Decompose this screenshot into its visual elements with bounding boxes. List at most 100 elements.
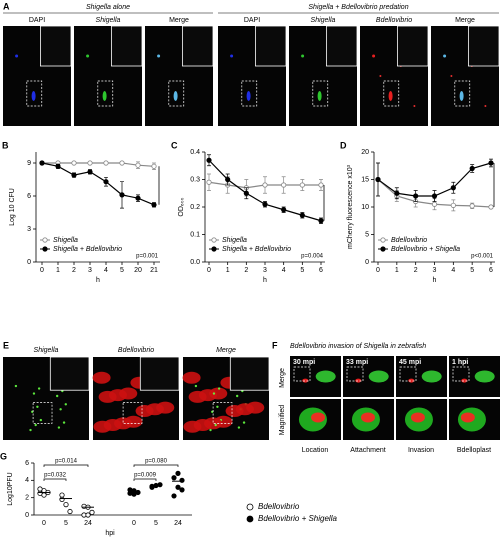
cell <box>368 370 389 383</box>
legend-marker <box>42 246 48 252</box>
panel-label: B <box>2 140 9 150</box>
legend-label: Bdellovibrio <box>258 502 300 511</box>
point <box>151 202 157 208</box>
cell <box>360 412 375 423</box>
sig-bracket <box>43 464 89 467</box>
cell <box>135 404 154 417</box>
point <box>206 179 212 185</box>
x-tick-label: 5 <box>154 520 158 527</box>
cell <box>474 370 495 383</box>
x-axis-label: h <box>96 277 100 284</box>
channel-label: Bdellovibrio <box>118 347 154 354</box>
channel-label: Merge <box>455 17 475 24</box>
cell <box>301 54 305 58</box>
x-axis-label: h <box>433 277 437 284</box>
x-tick-label: 2 <box>244 267 248 274</box>
x-tick-label: 3 <box>433 267 437 274</box>
y-tick-label: 0 <box>27 259 31 266</box>
time-label: 33 mpi <box>346 359 368 366</box>
y-tick-label: 0.2 <box>190 204 200 211</box>
panel-label: G <box>0 451 7 461</box>
y-tick-label: 0 <box>365 259 369 266</box>
roi-box <box>168 80 185 107</box>
stage-label: Bdelloplast <box>457 447 491 454</box>
cell <box>98 390 117 403</box>
cell <box>102 91 107 101</box>
y-axis-label: Log 10 CFU <box>9 188 16 226</box>
p-value: p=0.001 <box>136 254 159 260</box>
legend-label: Shigella + Bdellovibrio <box>222 246 291 253</box>
y-tick-label: 6 <box>27 193 31 200</box>
roi-box <box>122 402 143 424</box>
legend-label: Bdellovibrio + Shigella <box>258 514 337 523</box>
point <box>299 212 305 218</box>
point <box>175 470 181 476</box>
p-value: p=0.014 <box>55 459 78 465</box>
point <box>469 165 475 172</box>
cell <box>92 371 111 384</box>
cell <box>32 392 36 395</box>
panel-label: A <box>3 1 10 11</box>
y-tick-label: 15 <box>361 176 369 183</box>
point <box>262 182 268 188</box>
inset <box>40 25 72 67</box>
x-tick-label: 2 <box>414 267 418 274</box>
row-label: Magnified <box>279 405 286 435</box>
cell <box>237 426 241 429</box>
cell <box>183 420 202 433</box>
x-tick-label: 6 <box>319 267 323 274</box>
point <box>59 496 65 502</box>
y-axis-label: OD₆₀₀ <box>178 197 185 216</box>
x-tick-label: 5 <box>120 267 124 274</box>
channel-label: Shigella <box>96 17 121 24</box>
cell <box>459 91 464 101</box>
panel-label: D <box>340 140 347 150</box>
cell <box>421 370 442 383</box>
x-tick-label: 0 <box>40 267 44 274</box>
channel-label: Bdellovibrio <box>376 17 412 24</box>
y-tick-label: 0.0 <box>190 259 200 266</box>
point <box>85 512 91 518</box>
point <box>243 190 249 196</box>
point <box>37 486 43 492</box>
cell <box>246 91 251 101</box>
legend-marker <box>380 237 386 243</box>
cell <box>311 412 326 423</box>
p-value: p=0.009 <box>134 473 157 479</box>
point <box>318 182 324 188</box>
point <box>179 487 185 493</box>
y-tick-label: 3 <box>27 226 31 233</box>
roi-box <box>241 80 258 107</box>
legend-label: Bdellovibrio <box>391 237 427 244</box>
channel-label: DAPI <box>29 17 45 24</box>
y-tick-label: 0.1 <box>190 231 200 238</box>
cell <box>217 387 221 390</box>
roi-box <box>454 80 471 107</box>
point <box>89 509 95 516</box>
y-tick-label: 5 <box>365 231 369 238</box>
x-tick-label: 21 <box>150 267 158 274</box>
roi-box <box>399 366 417 382</box>
x-tick-label: 6 <box>489 267 493 274</box>
point <box>67 508 73 515</box>
cell <box>182 371 201 384</box>
point <box>318 218 324 224</box>
stage-label: Invasion <box>408 447 434 454</box>
stage-label: Attachment <box>350 447 385 454</box>
cell <box>216 405 219 408</box>
roi-box <box>293 366 311 382</box>
cell <box>157 54 161 58</box>
point <box>431 193 438 199</box>
cell <box>59 408 62 411</box>
cell <box>15 54 19 58</box>
x-tick-label: 4 <box>451 267 455 274</box>
y-tick-label: 2 <box>25 495 29 502</box>
cell <box>450 75 453 77</box>
cell <box>64 403 67 406</box>
point <box>413 193 419 199</box>
point <box>151 163 157 169</box>
point <box>206 157 212 163</box>
cell <box>29 428 32 432</box>
panel-label: F <box>272 340 278 350</box>
y-tick-label: 0 <box>25 512 29 519</box>
